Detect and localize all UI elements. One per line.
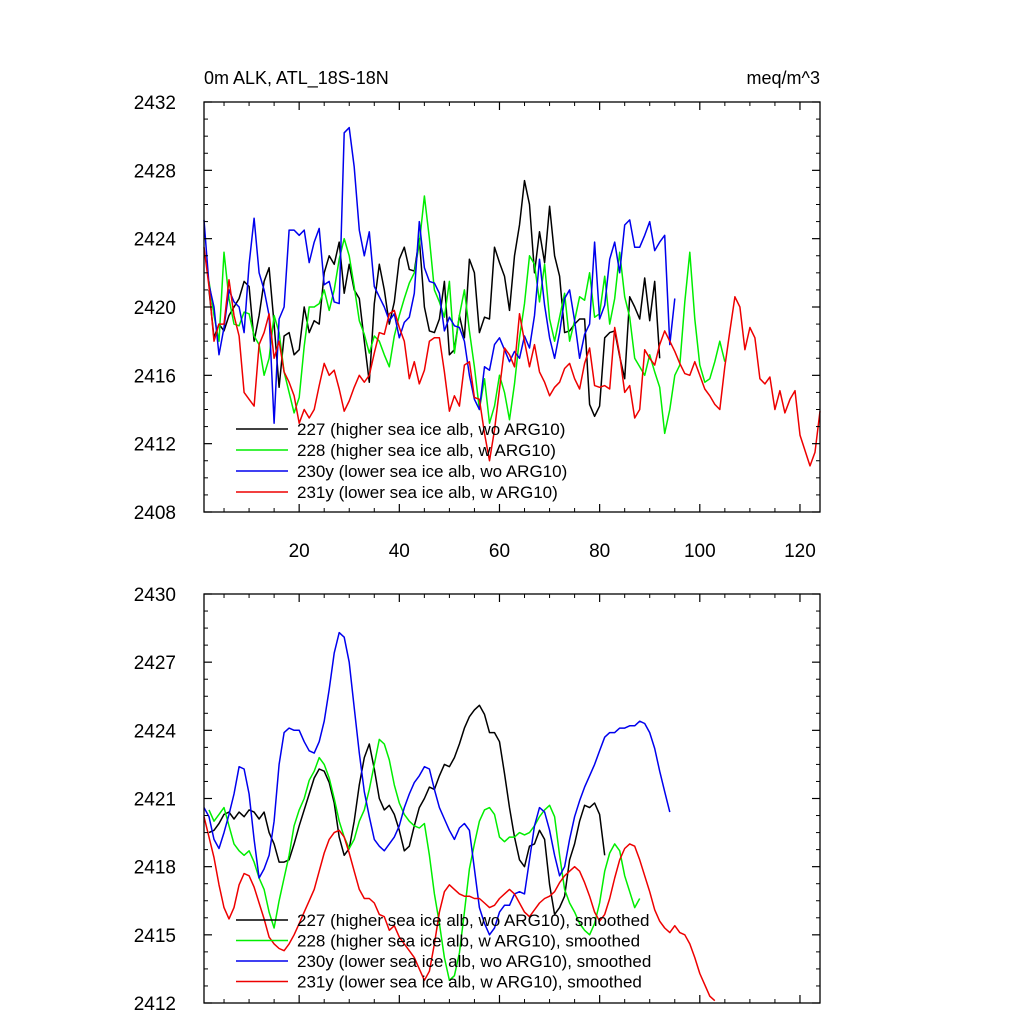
top-legend-label-2: 228 (higher sea ice alb, w ARG10) [297, 441, 556, 460]
top-ytick-label: 2416 [134, 366, 176, 387]
top-series-line-4 [203, 247, 821, 467]
top-chart-title: 0m ALK, ATL_18S-18N [204, 68, 389, 89]
top-series-line-3 [203, 126, 676, 424]
bottom-ytick-label: 2412 [134, 994, 176, 1015]
bottom-series-line-2 [208, 738, 641, 982]
top-legend-label-3: 230y (lower sea ice alb, wo ARG10) [297, 462, 567, 481]
top-panel: 0m ALK, ATL_18S-18N meq/m^3 227 (higher … [134, 68, 821, 562]
bottom-legend-label-2: 228 (higher sea ice alb, w ARG10), smoot… [297, 932, 640, 951]
top-ytick-label: 2412 [134, 435, 176, 456]
top-xtick-label: 100 [684, 541, 716, 562]
bottom-ytick-label: 2421 [134, 790, 176, 811]
top-xtick-label: 40 [389, 541, 410, 562]
top-xtick-label: 80 [589, 541, 610, 562]
bottom-ytick-label: 2415 [134, 926, 176, 947]
top-ytick-label: 2424 [134, 230, 177, 251]
bottom-ytick-label: 2424 [134, 721, 177, 742]
bottom-plot-marks [203, 631, 716, 1002]
top-ytick-label: 2420 [134, 298, 176, 319]
bottom-ytick-label: 2430 [134, 585, 176, 606]
top-xtick-label: 120 [784, 541, 816, 562]
bottom-ytick-label: 2427 [134, 653, 176, 674]
top-series-line-2 [208, 195, 726, 435]
bottom-legend-label-4: 231y (lower sea ice alb, w ARG10), smoot… [297, 973, 642, 992]
top-legend-label-4: 231y (lower sea ice alb, w ARG10) [297, 483, 558, 502]
top-xtick-label: 20 [289, 541, 310, 562]
top-ytick-label: 2408 [134, 503, 176, 524]
bottom-ytick-label: 2418 [134, 858, 176, 879]
bottom-legend-label-3: 230y (lower sea ice alb, wo ARG10), smoo… [297, 952, 651, 971]
top-legend-label-1: 227 (higher sea ice alb, wo ARG10) [297, 420, 565, 439]
bottom-legend: 227 (higher sea ice alb, wo ARG10), smoo… [236, 911, 651, 992]
bottom-panel: 227 (higher sea ice alb, wo ARG10), smoo… [134, 585, 821, 1015]
bottom-series-line-4 [203, 816, 716, 1002]
top-legend: 227 (higher sea ice alb, wo ARG10) 228 (h… [236, 420, 567, 502]
bottom-series-line-3 [203, 631, 671, 936]
top-ytick-label: 2432 [134, 93, 176, 114]
top-chart-units: meq/m^3 [747, 68, 820, 88]
bottom-legend-label-1: 227 (higher sea ice alb, wo ARG10), smoo… [297, 911, 649, 930]
bottom-axis-ticks: 2412 2415 2418 2421 2424 2427 2430 [134, 585, 820, 1015]
top-series-line-1 [208, 179, 661, 418]
top-xtick-label: 60 [489, 541, 510, 562]
top-ytick-label: 2428 [134, 161, 176, 182]
bottom-series-line-1 [208, 704, 606, 916]
top-axis-ticks: 2408 2412 2416 2420 2424 2428 2432 20 40 60 80 100 1… [134, 93, 820, 562]
top-plot-marks [203, 126, 821, 467]
